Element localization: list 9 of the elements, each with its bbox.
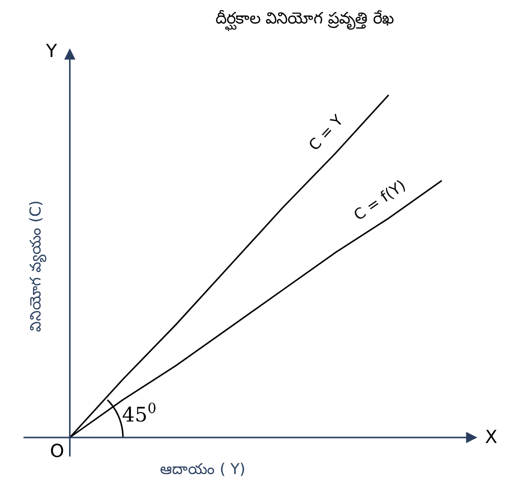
chart-title: దీర్ఘకాల వినియోగ ప్రవృత్తి రేఖ [216, 8, 394, 32]
x-axis-title: ఆదాయం ( Y) [160, 460, 246, 478]
text: O [50, 441, 64, 462]
text: C = Y [305, 110, 348, 154]
text: C = f(Y) [350, 176, 409, 224]
text: Y [45, 41, 58, 62]
annotation: 45$^{0}$ [122, 401, 156, 426]
text: X [485, 427, 498, 448]
y-axis-title: వినియోగ వ్యయం (C) [26, 200, 47, 332]
